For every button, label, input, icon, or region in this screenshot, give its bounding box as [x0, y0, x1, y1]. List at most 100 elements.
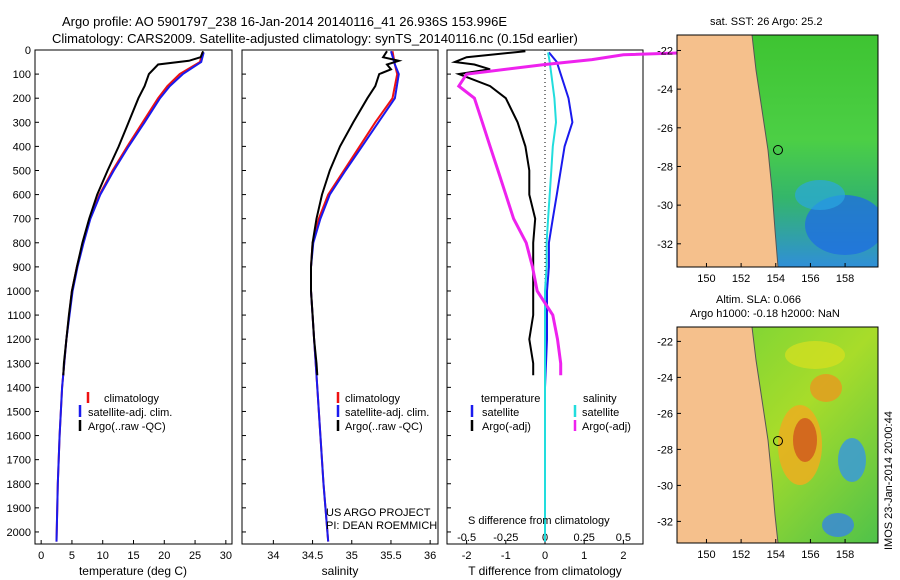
series-line-argo-raw-qc [310, 50, 403, 376]
legend-label-s-argo: Argo(-adj) [582, 421, 631, 433]
x-tick-label: 154 [767, 273, 785, 285]
x-tick-label: 158 [836, 273, 854, 285]
series-line-t-argo-adj [450, 50, 537, 376]
y-tick-label: -24 [657, 84, 673, 96]
x-tick-label: 25 [189, 550, 201, 562]
land-mass [677, 35, 779, 267]
x-tick-label: 1 [581, 550, 587, 562]
argo-float-marker [773, 145, 783, 155]
legend-title-salinity: salinity [583, 393, 617, 405]
salinity-panel [241, 49, 439, 545]
y-tick-label: 400 [13, 141, 31, 153]
argo-float-marker [773, 436, 783, 446]
title-line-1: Argo profile: AO 5901797_238 16-Jan-2014… [62, 14, 507, 29]
y-tick-label: 1000 [7, 286, 31, 298]
x-tick-label: 0 [542, 550, 548, 562]
y-tick-label: -22 [657, 336, 673, 348]
series-line-s-satellite [544, 52, 558, 542]
x-tick-label: 34.5 [302, 550, 323, 562]
land-mass [677, 327, 779, 543]
y-tick-label: 2000 [7, 527, 31, 539]
x-tick-label: 36 [424, 550, 436, 562]
series-line-satellite-adj-clim [310, 50, 400, 542]
x-tick-label: 2 [620, 550, 626, 562]
sla-map-frame [676, 326, 879, 544]
credit-pi: PI: DEAN ROEMMICH [326, 520, 437, 532]
sla-map [677, 327, 878, 543]
legend-label-satellite: satellite-adj. clim. [345, 407, 429, 419]
x-tick-label: 35 [346, 550, 358, 562]
y-tick-label: 300 [13, 117, 31, 129]
y-tick-label: 1600 [7, 431, 31, 443]
sst-map-axes: 150 152 154 156 158 -22 -24 -26 -28 -30 -32 [657, 45, 854, 285]
x-tick-label: 15 [127, 550, 139, 562]
x-axis-label: temperature (deg C) [79, 564, 187, 578]
sla-low-patch [822, 513, 854, 537]
x-tick-label: 150 [697, 549, 715, 561]
x-tick-label: 30 [220, 550, 232, 562]
legend-label-t-argo: Argo(-adj) [482, 421, 531, 433]
y-tick-label: 1300 [7, 358, 31, 370]
difference-legend: temperature salinity satellite Argo(-adj… [470, 393, 631, 433]
x-tick-label: 34 [267, 550, 279, 562]
y-tick-label: -22 [657, 45, 673, 57]
legend-label-climatology: climatology [104, 393, 160, 405]
y-tick-label: 1400 [7, 382, 31, 394]
x-tick-label: 156 [801, 273, 819, 285]
x-tick-label: 158 [836, 549, 854, 561]
legend-label-t-satellite: satellite [482, 407, 519, 419]
s-tick-label: 0.5 [616, 532, 631, 544]
salinity-legend: climatology satellite-adj. clim. Argo(..… [336, 392, 429, 433]
title-line-2: Climatology: CARS2009. Satellite-adjuste… [52, 31, 578, 46]
x-tick-label: -1 [501, 550, 511, 562]
sla-yellow-patch [785, 341, 845, 369]
series-line-t-satellite [544, 51, 574, 542]
series-line-argo-raw-qc [62, 50, 205, 376]
y-tick-label: 800 [13, 238, 31, 250]
y-tick-label: 1200 [7, 334, 31, 346]
x-axis-label: salinity [322, 564, 359, 578]
s-tick-label: 0.25 [573, 532, 594, 544]
x-tick-label: 10 [97, 550, 109, 562]
series-line-satellite-adj-clim [55, 52, 205, 542]
y-tick-label: 1100 [7, 310, 31, 322]
y-tick-label: -26 [657, 123, 673, 135]
x-tick-label: 20 [158, 550, 170, 562]
x-tick-label: 156 [801, 549, 819, 561]
sla-map-title: Altim. SLA: 0.066 [716, 294, 801, 306]
sla-high-patch [810, 374, 842, 402]
y-tick-label: 1700 [7, 455, 31, 467]
x-tick-label: 154 [767, 549, 785, 561]
s-tick-label: -0.5 [457, 532, 476, 544]
y-tick-label: -28 [657, 444, 673, 456]
y-tick-label: -26 [657, 408, 673, 420]
sst-map-title: sat. SST: 26 Argo: 25.2 [710, 16, 823, 28]
series-line-climatology [310, 51, 399, 542]
y-tick-label: 1900 [7, 503, 31, 515]
series-line-s-argo-adj [456, 49, 734, 376]
temperature-plot: 0 5 10 15 20 25 300100200300400500600700800900… [7, 45, 232, 578]
sst-map [677, 35, 878, 267]
x-tick-label: 5 [69, 550, 75, 562]
sla-high-core [793, 418, 817, 462]
sla-map-subtitle: Argo h1000: -0.18 h2000: NaN [690, 308, 840, 320]
y-tick-label: -32 [657, 239, 673, 251]
legend-title-temperature: temperature [481, 393, 540, 405]
x-tick-label: -2 [462, 550, 472, 562]
credit-project: US ARGO PROJECT [326, 507, 431, 519]
sst-map-frame [676, 34, 879, 268]
salinity-plot: 34 34.5 35 35.5 36 salinity [242, 49, 436, 578]
x-tick-label: 150 [697, 273, 715, 285]
x-tick-label: 0 [38, 550, 44, 562]
y-tick-label: -30 [657, 200, 673, 212]
y-tick-label: 500 [13, 165, 31, 177]
legend-label-argo: Argo(..raw -QC) [88, 421, 166, 433]
x-tick-label: 35.5 [380, 550, 401, 562]
y-tick-label: 200 [13, 93, 31, 105]
y-tick-label: 600 [13, 190, 31, 202]
imos-timestamp: IMOS 23-Jan-2014 20:00:44 [883, 411, 895, 550]
sst-cool-patch [795, 180, 845, 210]
series-line-climatology [55, 52, 204, 542]
